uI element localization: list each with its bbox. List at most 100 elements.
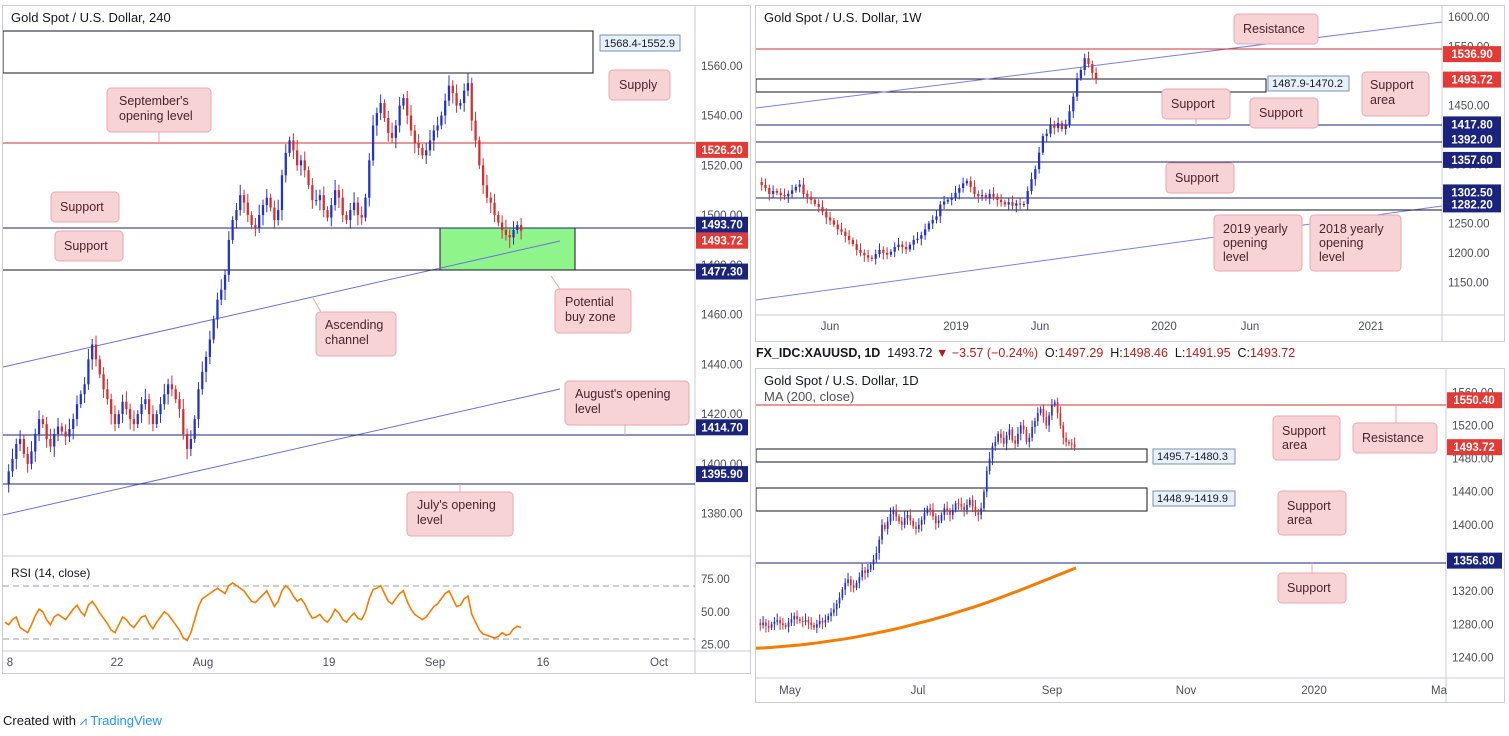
daily-chart-svg[interactable]: 1560.001520.001480.001440.001400.001360.… — [756, 369, 1504, 702]
weekly-price-label: 1493.72 — [1451, 75, 1493, 87]
daily-candle — [776, 620, 779, 622]
daily-chart-panel[interactable]: Gold Spot / U.S. Dollar, 1D MA (200, clo… — [755, 368, 1505, 703]
h4-candle — [7, 471, 10, 484]
daily-candle — [1025, 429, 1028, 442]
h4-candle — [98, 359, 101, 375]
weekly-zone-label: 1487.9-1470.2 — [1272, 78, 1343, 90]
daily-candle — [835, 603, 838, 610]
svg-text:area: area — [1370, 93, 1395, 107]
h4-candle — [110, 399, 113, 415]
daily-candle — [1059, 412, 1062, 426]
daily-low: 1491.95 — [1185, 346, 1231, 360]
weekly-candle — [844, 231, 847, 236]
daily-symbol-header: FX_IDC:XAUUSD, 1D 1493.72 ▼ −3.57 (−0.24… — [756, 346, 1296, 360]
h4-chart-svg[interactable]: 1560.001540.001520.001500.001480.001460.… — [3, 6, 750, 673]
daily-candle — [957, 503, 960, 505]
weekly-candle — [779, 192, 782, 196]
daily-candle — [869, 564, 872, 570]
h4-candle — [470, 83, 473, 121]
daily-candle — [892, 509, 895, 515]
h4-candle — [368, 160, 371, 198]
daily-candle — [1008, 429, 1011, 436]
h4-candle — [11, 458, 14, 472]
svg-text:Potential: Potential — [565, 295, 614, 309]
tradingview-logo-icon[interactable]: ⩘ — [79, 713, 87, 728]
h4-price-label: 1477.30 — [701, 267, 743, 279]
weekly-candle — [1083, 58, 1086, 70]
weekly-candle — [996, 196, 999, 200]
daily-candle — [920, 519, 923, 525]
daily-candle — [841, 589, 844, 598]
weekly-candle — [889, 251, 893, 255]
daily-candle — [923, 513, 926, 520]
svg-text:2018 yearly: 2018 yearly — [1319, 222, 1384, 236]
weekly-x-tick: 2019 — [943, 321, 969, 333]
weekly-candle — [927, 223, 931, 230]
daily-candle — [983, 491, 985, 509]
h4-y-tick: 1440.00 — [701, 359, 743, 371]
h4-x-tick: 8 — [7, 657, 13, 669]
weekly-x-axis: Jun 2019 Jun 2020 Jun 2021 — [821, 321, 1384, 333]
h4-candle — [140, 404, 143, 415]
daily-candle — [830, 612, 832, 616]
weekly-candle — [836, 224, 839, 230]
callout-september-opening-level: September's opening level — [106, 87, 212, 143]
h4-candle — [117, 414, 120, 425]
h4-candle — [444, 100, 447, 116]
weekly-candle — [912, 239, 915, 245]
rsi-y-tick: 50.00 — [701, 607, 730, 619]
h4-y-tick: 1520.00 — [701, 160, 743, 172]
weekly-price-label-box — [1443, 131, 1501, 148]
svg-text:area: area — [1287, 513, 1312, 527]
svg-text:channel: channel — [325, 333, 369, 347]
weekly-y-tick: 1200.00 — [1448, 248, 1490, 260]
weekly-price-labels: 1536.901493.721417.801392.001357.601302.… — [1443, 46, 1501, 213]
footer-brand[interactable]: TradingView — [90, 713, 162, 728]
daily-candle — [767, 625, 770, 628]
weekly-candle — [1072, 96, 1075, 112]
weekly-candle — [1068, 111, 1071, 125]
daily-candle — [864, 570, 866, 573]
callout-supply: Supply — [608, 69, 671, 101]
daily-candle — [818, 620, 821, 625]
daily-candle — [917, 524, 920, 529]
daily-callout-support-area-1: Support area — [1272, 415, 1341, 461]
weekly-candle — [923, 229, 927, 236]
h4-candle — [56, 426, 60, 435]
h4-candle — [163, 394, 166, 405]
weekly-candle — [1034, 169, 1037, 180]
weekly-candle — [931, 219, 934, 224]
weekly-candle — [950, 197, 953, 200]
weekly-price-label-box — [1443, 196, 1501, 213]
h4-y-tick: 1420.00 — [701, 409, 743, 421]
footer: Created with ⩘ TradingView — [3, 713, 162, 729]
daily-candle — [1005, 435, 1008, 444]
h4-candle — [91, 344, 94, 360]
h4-candle — [280, 175, 284, 211]
footer-created-with: Created with — [3, 713, 76, 728]
daily-candle — [1068, 441, 1070, 444]
weekly-chart-panel[interactable]: Gold Spot / U.S. Dollar, 1W 1600.001550.… — [755, 5, 1505, 342]
h4-candle — [60, 426, 63, 432]
daily-candle — [954, 503, 957, 510]
daily-candle — [847, 579, 849, 583]
daily-candle — [762, 622, 764, 626]
h4-candle — [516, 225, 519, 230]
daily-candle — [773, 621, 776, 625]
weekly-chart-svg[interactable]: 1600.001550.001500.001450.001400.001350.… — [756, 6, 1504, 341]
daily-candle — [929, 508, 932, 510]
h4-x-tick: Aug — [193, 657, 213, 669]
weekly-candle — [958, 188, 961, 193]
h4-candle — [223, 274, 227, 290]
weekly-candle — [813, 199, 817, 204]
daily-chart-title: Gold Spot / U.S. Dollar, 1D — [764, 373, 919, 388]
daily-candle — [787, 622, 790, 627]
daily-y-tick: 1520.00 — [1452, 420, 1494, 432]
daily-candle — [878, 539, 881, 553]
h4-candle — [159, 404, 162, 415]
weekly-candle — [794, 186, 798, 191]
h4-price-label: 1493.72 — [701, 236, 743, 248]
weekly-price-label: 1392.00 — [1451, 135, 1493, 147]
h4-candle — [64, 431, 67, 437]
h4-chart-panel[interactable]: Gold Spot / U.S. Dollar, 240 1560.00 1540… — [2, 5, 751, 674]
